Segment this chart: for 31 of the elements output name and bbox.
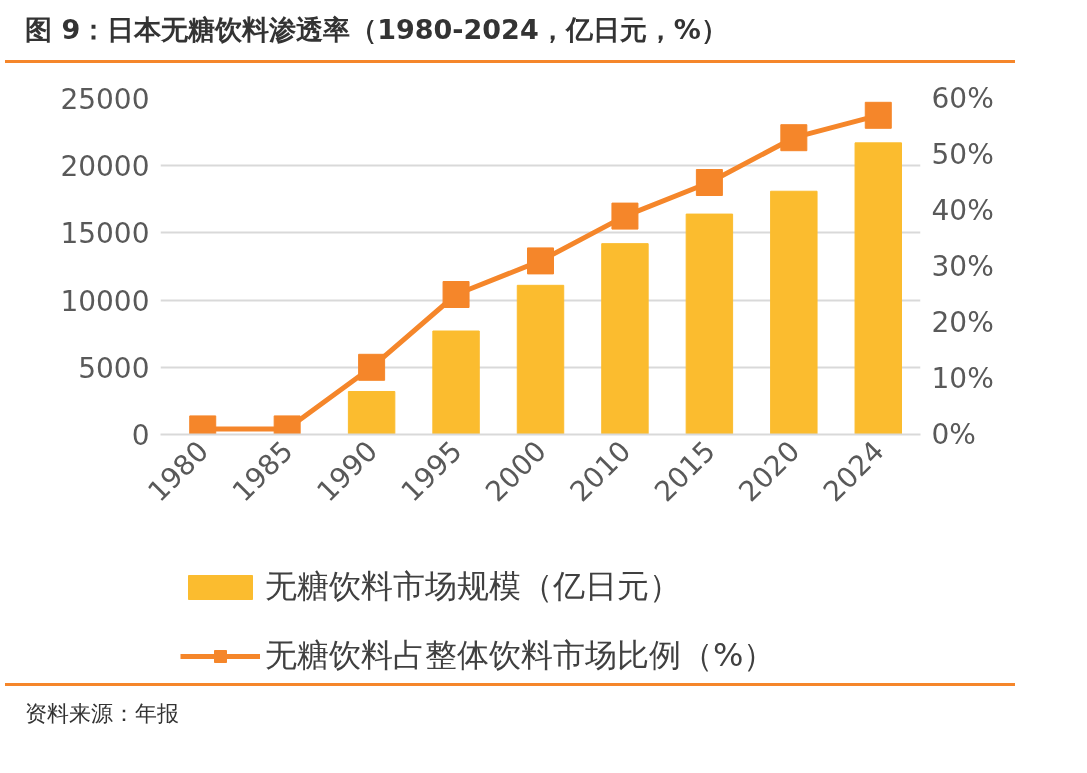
y2-tick-label: 30% [931, 249, 994, 283]
bar [347, 390, 396, 435]
y2-tick-label: 50% [931, 137, 994, 171]
bar [601, 242, 649, 435]
y-tick-label: 0 [131, 418, 150, 452]
bar [854, 141, 902, 435]
bar [685, 213, 734, 435]
y-tick-label: 25000 [60, 82, 150, 116]
bar [516, 284, 565, 435]
point [527, 246, 554, 274]
y2-tick-label: 20% [931, 305, 994, 339]
chart-title: 图 9：日本无糖饮料渗透率（1980-2024，亿日元，%） [25, 13, 728, 47]
y2-tick-label: 10% [931, 361, 994, 395]
legend-label: 无糖饮料市场规模（亿日元） [265, 565, 681, 607]
y-tick-label: 10000 [60, 284, 150, 318]
y-tick-label: 15000 [60, 216, 150, 250]
point [780, 123, 808, 151]
point [358, 353, 386, 381]
point [864, 101, 892, 129]
y2-tick-label: 0% [931, 417, 976, 451]
point [611, 202, 639, 230]
point [695, 168, 723, 196]
text: 资料来源：年报 [25, 699, 179, 728]
point [442, 280, 470, 308]
legend-label: 无糖饮料占整体饮料市场比例（%） [265, 634, 776, 676]
y-tick-label: 5000 [78, 351, 150, 385]
y2-tick-label: 40% [931, 193, 994, 227]
y2-tick-label: 60% [931, 81, 994, 115]
bar [770, 190, 818, 435]
y-tick-label: 20000 [60, 149, 150, 183]
bar [432, 330, 480, 435]
